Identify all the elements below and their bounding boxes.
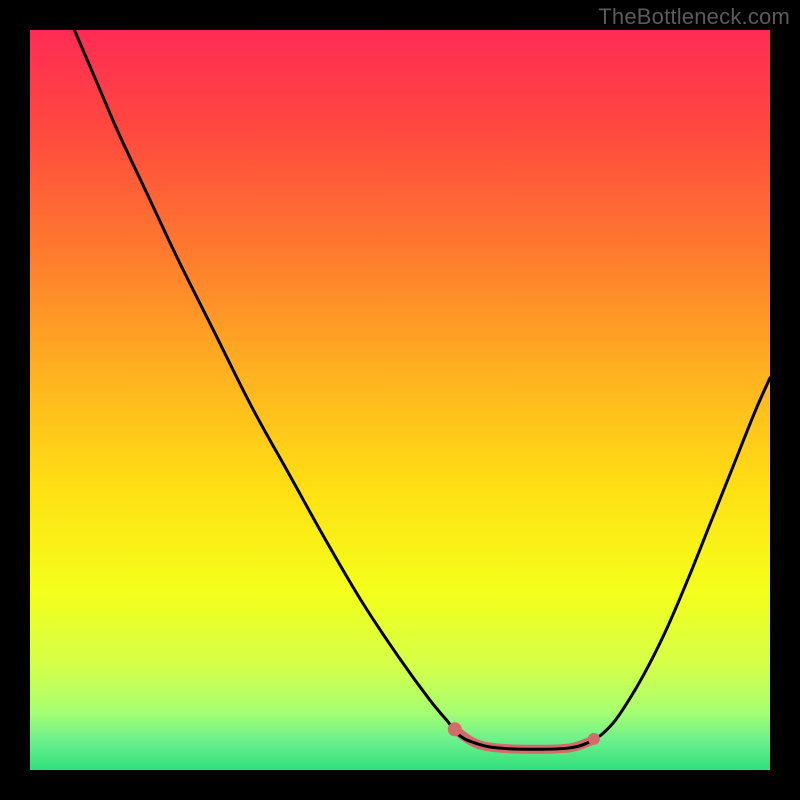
chart-svg: [30, 30, 770, 770]
chart-plot-area: [30, 30, 770, 770]
valley-marker: [448, 722, 462, 736]
chart-outer-frame: TheBottleneck.com: [0, 0, 800, 800]
watermark-text: TheBottleneck.com: [598, 4, 790, 30]
valley-marker: [588, 733, 600, 745]
